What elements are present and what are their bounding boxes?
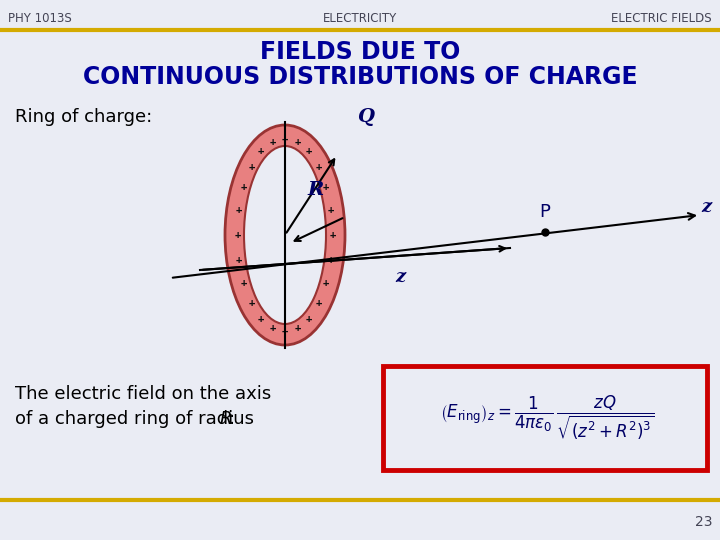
Text: +: + (269, 137, 276, 147)
Text: +: + (294, 323, 300, 333)
Text: z: z (395, 268, 405, 286)
Text: +: + (240, 182, 247, 192)
Text: Ring of charge:: Ring of charge: (15, 108, 152, 126)
Text: +: + (329, 230, 336, 240)
Text: +: + (236, 205, 242, 215)
Text: +: + (282, 133, 288, 144)
Text: +: + (315, 162, 322, 172)
Text: The electric field on the axis: The electric field on the axis (15, 385, 271, 403)
Ellipse shape (225, 125, 345, 345)
Text: +: + (305, 146, 312, 157)
Text: +: + (315, 298, 322, 308)
Text: +: + (328, 205, 334, 215)
Text: of a charged ring of radius: of a charged ring of radius (15, 410, 260, 428)
Text: +: + (235, 230, 240, 240)
Text: +: + (294, 137, 300, 147)
Text: $\left(E_{\mathrm{ring}}\right)_z = \dfrac{1}{4\pi\varepsilon_0}\,\dfrac{zQ}{\sq: $\left(E_{\mathrm{ring}}\right)_z = \dfr… (440, 394, 654, 442)
Text: ELECTRIC FIELDS: ELECTRIC FIELDS (611, 11, 712, 24)
Text: +: + (323, 278, 329, 288)
Text: +: + (240, 278, 247, 288)
Text: CONTINUOUS DISTRIBUTIONS OF CHARGE: CONTINUOUS DISTRIBUTIONS OF CHARGE (83, 65, 637, 89)
Text: R: R (220, 410, 233, 428)
Text: Q: Q (357, 108, 374, 126)
Text: :: : (229, 410, 235, 428)
Text: +: + (248, 298, 255, 308)
Text: +: + (258, 146, 264, 157)
Text: z: z (701, 198, 711, 216)
FancyBboxPatch shape (383, 366, 707, 470)
Text: P: P (539, 203, 550, 221)
Text: +: + (305, 314, 312, 323)
Ellipse shape (244, 146, 326, 324)
Text: +: + (248, 162, 255, 172)
Text: +: + (323, 182, 329, 192)
Text: +: + (328, 255, 334, 265)
Text: PHY 1013S: PHY 1013S (8, 11, 72, 24)
Text: ELECTRICITY: ELECTRICITY (323, 11, 397, 24)
Text: FIELDS DUE TO: FIELDS DUE TO (260, 40, 460, 64)
Text: +: + (282, 327, 288, 336)
Text: +: + (269, 323, 276, 333)
Text: R: R (307, 181, 323, 199)
Text: +: + (258, 314, 264, 323)
Text: +: + (236, 255, 242, 265)
Text: 23: 23 (695, 515, 712, 529)
